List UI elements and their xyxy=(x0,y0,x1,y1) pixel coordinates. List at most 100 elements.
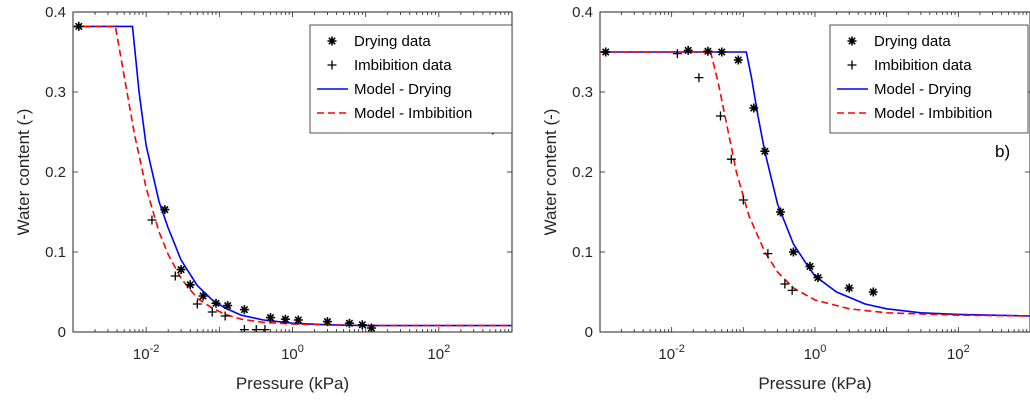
x-tick-base: 10 xyxy=(133,346,150,363)
imbibition-data-point xyxy=(251,325,261,332)
y-tick-label: 0.3 xyxy=(45,84,66,101)
y-tick-label: 0 xyxy=(585,324,593,341)
legend: Drying data Imbibition data Model - Drying… xyxy=(309,24,513,134)
legend: Drying data Imbibition data Model - Drying… xyxy=(829,24,1029,134)
y-tick-label: 0.1 xyxy=(45,244,66,261)
imbibition-data-point xyxy=(763,249,773,259)
legend-label: Model - Drying xyxy=(874,81,972,98)
drying-data-point xyxy=(198,291,208,301)
y-tick-label: 0.4 xyxy=(572,4,593,21)
drying-data-point xyxy=(344,318,354,328)
y-axis-title: Water content (-) xyxy=(541,109,560,236)
imbibition-data-point xyxy=(715,111,725,121)
legend-label: Drying data xyxy=(874,33,951,50)
x-tick-exponent: -2 xyxy=(150,343,160,355)
imbibition-data-point xyxy=(780,279,790,289)
drying-data-point xyxy=(176,265,186,275)
y-tick-label: 0.1 xyxy=(572,244,593,261)
imbibition-data-point xyxy=(260,325,270,332)
drying-data-point xyxy=(322,317,332,327)
legend-box xyxy=(829,24,1029,134)
plot-area xyxy=(600,45,1030,317)
series-line-model-imbibition xyxy=(600,51,1030,317)
y-tick-label: 0.4 xyxy=(45,4,66,21)
legend-label: Model - Imbibition xyxy=(354,105,472,122)
drying-data-point xyxy=(703,46,713,56)
drying-data-point xyxy=(813,273,823,283)
drying-data-point xyxy=(805,261,815,271)
legend-box xyxy=(309,24,513,134)
drying-data-point xyxy=(717,47,727,57)
imbibition-data-point xyxy=(787,285,797,295)
x-tick-exponent: 2 xyxy=(964,343,970,355)
x-tick-exponent: -2 xyxy=(675,343,685,355)
drying-data-point xyxy=(265,313,275,323)
x-tick-exponent: 2 xyxy=(444,343,450,355)
y-tick-label: 0.3 xyxy=(572,84,593,101)
legend-label: Model - Drying xyxy=(354,81,452,98)
x-tick-base: 10 xyxy=(658,346,675,363)
imbibition-data-point xyxy=(672,49,682,59)
legend-marker-asterisk xyxy=(327,36,337,46)
imbibition-data-point xyxy=(694,73,704,83)
x-tick-label: 10-2 xyxy=(133,343,159,363)
drying-data-point xyxy=(293,315,303,325)
legend-marker-plus xyxy=(847,60,857,70)
drying-data-point xyxy=(868,287,878,297)
panel-label: b) xyxy=(995,142,1010,161)
legend-marker-plus xyxy=(327,60,337,70)
drying-data-point xyxy=(280,314,290,324)
y-axis-title: Water content (-) xyxy=(14,109,33,236)
x-axis-title: Pressure (kPa) xyxy=(758,374,871,393)
plot-area xyxy=(73,21,512,332)
x-tick-label: 100 xyxy=(804,343,827,363)
drying-data-point xyxy=(749,103,759,113)
x-tick-label: 100 xyxy=(281,343,304,363)
drying-data-point xyxy=(239,305,249,315)
x-tick-base: 10 xyxy=(804,346,821,363)
drying-data-point xyxy=(733,55,743,65)
series-line-model-imbibition xyxy=(73,25,512,327)
x-tick-base: 10 xyxy=(947,346,964,363)
x-tick-label: 102 xyxy=(427,343,450,363)
legend-label: Drying data xyxy=(354,33,431,50)
drying-data-point xyxy=(683,45,693,55)
imbibition-data-point xyxy=(239,325,249,332)
drying-data-point xyxy=(775,207,785,217)
legend-label: Model - Imbibition xyxy=(874,105,992,122)
imbibition-data-point xyxy=(192,299,202,309)
x-tick-label: 10-2 xyxy=(658,343,684,363)
legend-label: Imbibition data xyxy=(354,57,452,74)
x-tick-base: 10 xyxy=(281,346,298,363)
drying-data-point xyxy=(788,247,798,257)
imbibition-data-point xyxy=(601,47,611,57)
x-tick-exponent: 0 xyxy=(820,343,826,355)
imbibition-data-point xyxy=(220,311,230,321)
y-tick-label: 0.2 xyxy=(572,164,593,181)
y-tick-label: 0 xyxy=(58,324,66,341)
drying-data-point xyxy=(357,320,367,330)
drying-data-point xyxy=(844,283,854,293)
x-tick-exponent: 0 xyxy=(298,343,304,355)
drying-data-point xyxy=(366,323,376,332)
x-tick-label: 102 xyxy=(947,343,970,363)
x-axis-title: Pressure (kPa) xyxy=(236,374,349,393)
imbibition-data-point xyxy=(738,195,748,205)
drying-data-point xyxy=(760,146,770,156)
x-tick-base: 10 xyxy=(427,346,444,363)
y-tick-label: 0.2 xyxy=(45,164,66,181)
imbibition-data-point xyxy=(207,307,217,317)
drying-data-point xyxy=(185,280,195,290)
drying-data-point xyxy=(160,205,170,215)
imbibition-data-point xyxy=(170,271,180,281)
drying-data-point xyxy=(211,298,221,308)
drying-data-point xyxy=(223,301,233,311)
legend-label: Imbibition data xyxy=(874,57,972,74)
legend-marker-asterisk xyxy=(847,36,857,46)
imbibition-data-point xyxy=(726,154,736,164)
imbibition-data-point xyxy=(147,215,157,225)
imbibition-data-point xyxy=(74,21,84,31)
